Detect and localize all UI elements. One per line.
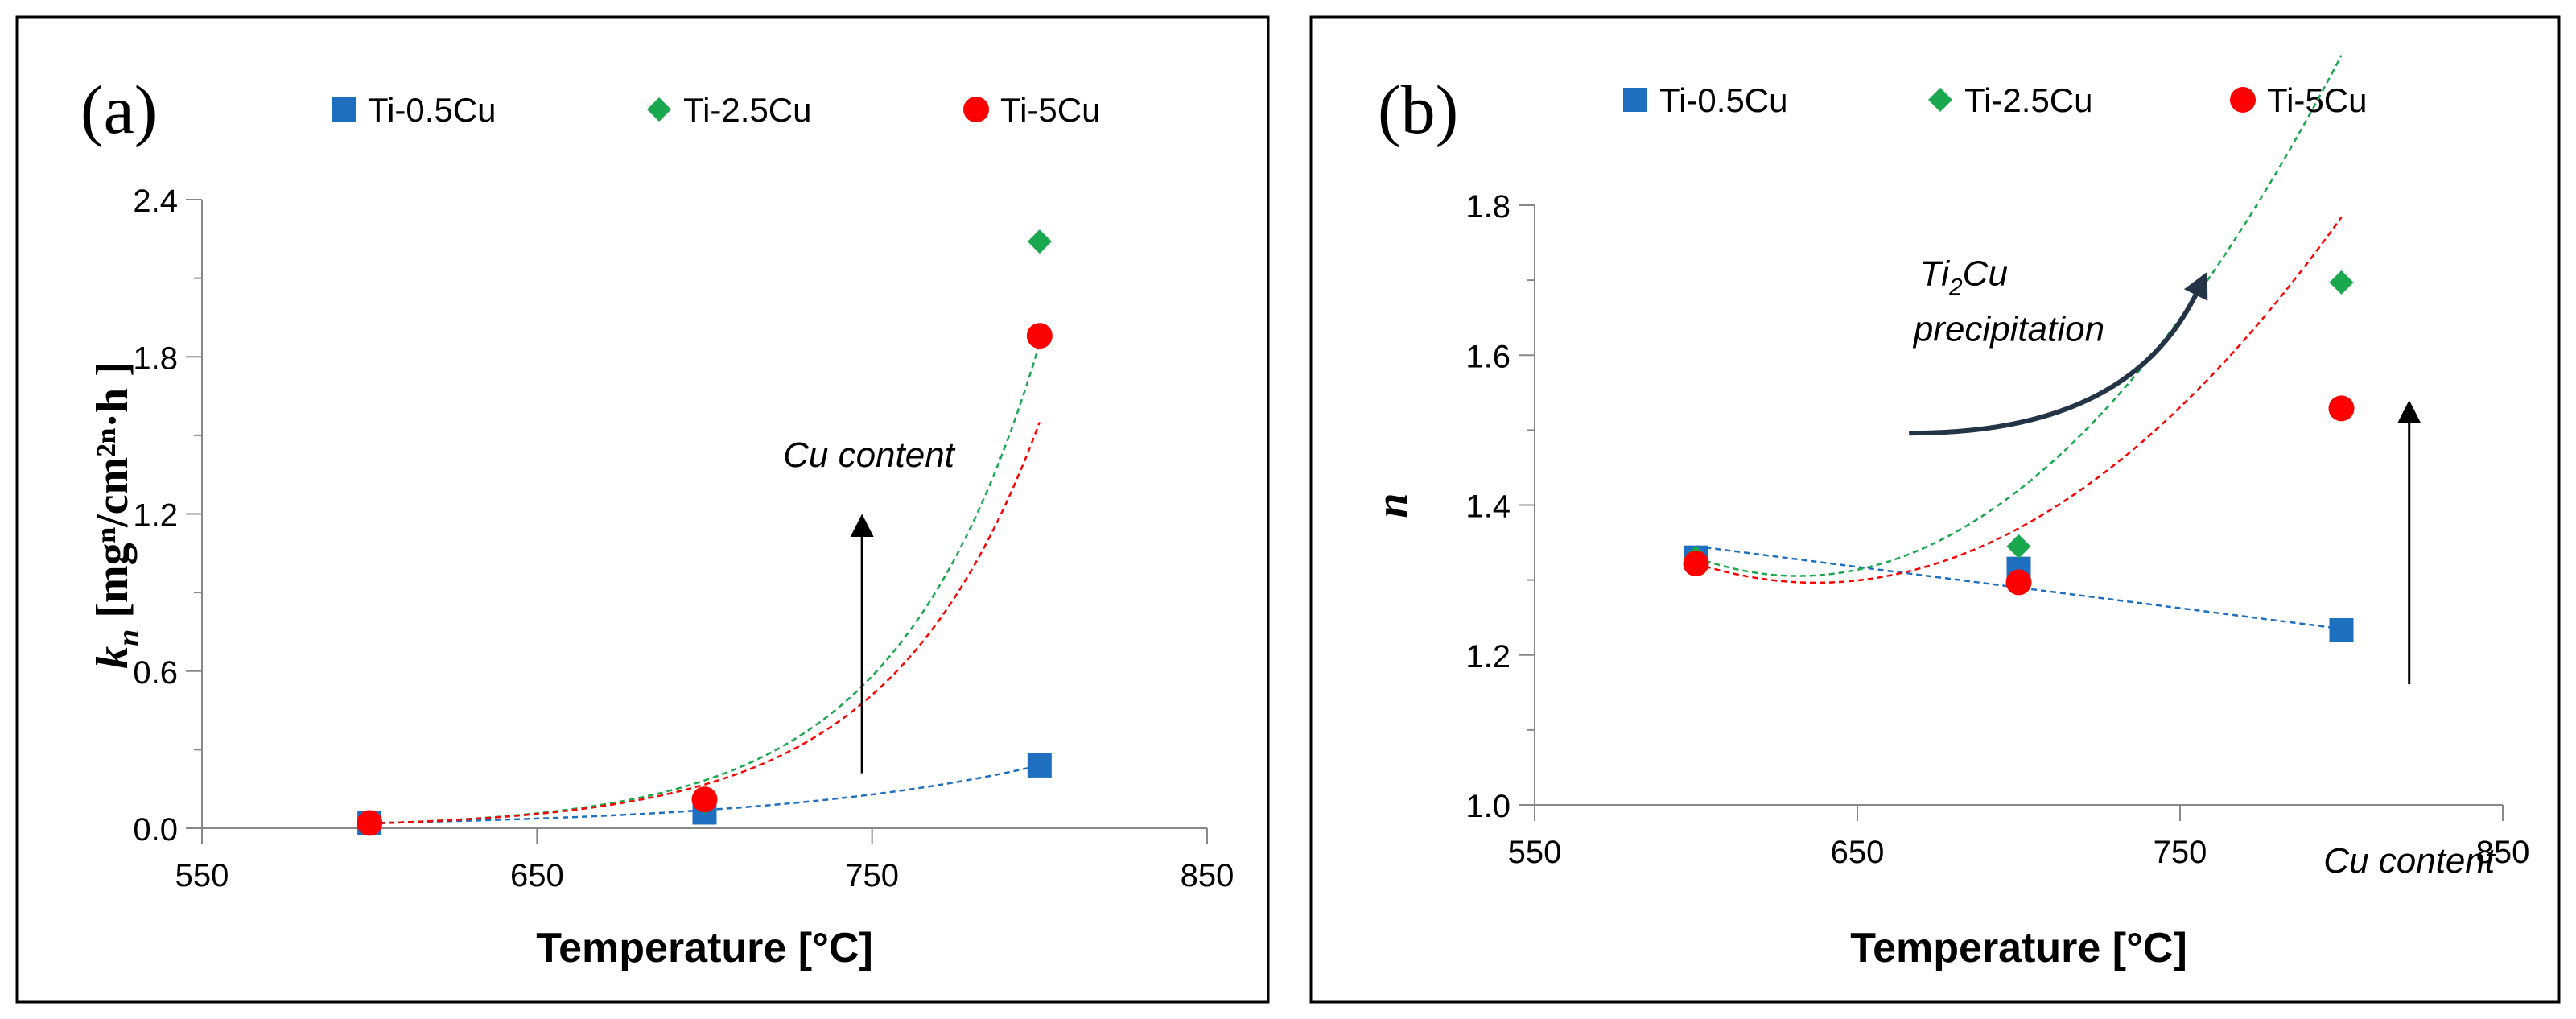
legend-item-ti-0-5cu: Ti-0.5Cu [332, 91, 497, 129]
legend-marker-diamond [1928, 88, 1952, 112]
legend-label: Ti-5Cu [1000, 91, 1100, 129]
trendline-ti-0-5cu [369, 764, 1041, 824]
data-point-ti-5cu [357, 810, 383, 836]
data-point-ti-5cu [691, 786, 718, 813]
y-tick-label: 1.2 [133, 498, 178, 534]
x-tick-label: 550 [1508, 835, 1562, 870]
legend-item-ti-2-5cu: Ti-2.5Cu [647, 91, 812, 129]
annotation-cu-content: Cu content [2323, 841, 2496, 881]
arrow-cu-content-head [2397, 400, 2421, 423]
legend-marker-circle [2230, 87, 2256, 113]
y-tick-label: 1.8 [1465, 189, 1511, 225]
legend-item-ti-2-5cu: Ti-2.5Cu [1928, 81, 2093, 119]
trendline-ti-0-5cu [1696, 545, 2342, 630]
annotation-precipitation: precipitation [1912, 310, 2104, 349]
legend-marker-square [1623, 88, 1647, 112]
x-axis-label: Temperature [°C] [1850, 925, 2187, 972]
y-tick-label: 1.8 [133, 340, 178, 376]
legend-label: Ti-2.5Cu [1964, 81, 2093, 119]
data-point-ti-0-5cu [2329, 618, 2354, 643]
ti2cu-cu: Cu [1963, 254, 2008, 294]
legend-label: Ti-5Cu [2267, 81, 2367, 119]
arrow-ti2cu-precipitation-curve [1909, 287, 2202, 436]
legend-item-ti-5cu: Ti-5Cu [963, 91, 1100, 129]
arrow-cu-content-head [850, 514, 874, 538]
y-label-units: [mgⁿ/cm²ⁿ·h ] [88, 361, 138, 629]
legend-marker-diamond [647, 97, 671, 122]
panel-a: (a) Ti-0.5Cu Ti-2.5Cu Ti-5Cu 0.0 0.6 1.2 1.8 2.4… [15, 15, 1270, 1004]
data-point-ti-2-5cu [2329, 270, 2354, 295]
x-tick-label: 650 [1831, 835, 1885, 870]
y-axis-label: n [1367, 493, 1417, 518]
data-point-ti-5cu [1026, 323, 1053, 349]
data-point-ti-5cu [1683, 551, 1709, 577]
legend-label: Ti-2.5Cu [683, 91, 812, 129]
data-point-ti-5cu [2328, 395, 2355, 422]
y-tick-label: 0.0 [133, 812, 178, 848]
y-tick-label: 0.6 [133, 655, 178, 691]
legend-item-ti-0-5cu: Ti-0.5Cu [1623, 81, 1788, 119]
x-tick-label: 750 [845, 858, 899, 893]
legend-label: Ti-0.5Cu [368, 91, 497, 129]
data-point-ti-0-5cu [1027, 753, 1052, 778]
trendline-ti-2-5cu [369, 343, 1041, 825]
y-tick-label: 2.4 [133, 184, 178, 219]
y-tick-label: 1.0 [1465, 789, 1511, 824]
y-tick-label: 1.2 [1465, 639, 1511, 675]
x-tick-label: 650 [510, 858, 564, 893]
legend-item-ti-5cu: Ti-5Cu [2230, 81, 2367, 119]
ti2cu-ti: Ti [1920, 254, 1950, 294]
trendline-ti-2-5cu [1696, 55, 2343, 577]
x-tick-label: 750 [2154, 835, 2207, 870]
data-point-ti-2-5cu [2006, 534, 2031, 559]
legend-marker-square [332, 97, 356, 122]
panel-b: (b) Ti-0.5Cu Ti-2.5Cu Ti-5Cu 1.0 1.2 1.4 1.6 1.8… [1309, 15, 2561, 1004]
arrow-ti2cu-precipitation-head [2183, 271, 2208, 301]
trendline-ti-5cu [1696, 217, 2343, 584]
y-label-n-sub: n [112, 629, 146, 646]
y-tick-label: 1.4 [1465, 489, 1511, 525]
data-point-ti-5cu [2005, 569, 2032, 596]
annotation-ti2cu: Ti2Cu [1920, 254, 2008, 301]
data-point-ti-2-5cu [1027, 229, 1052, 254]
trendline-ti-5cu [369, 422, 1041, 825]
x-axis-label: Temperature [°C] [536, 925, 873, 972]
x-tick-label: 850 [2476, 835, 2530, 870]
x-tick-label: 850 [1181, 858, 1234, 893]
panel-frame [15, 15, 1270, 1004]
legend-label: Ti-0.5Cu [1659, 81, 1788, 119]
annotation-cu-content: Cu content [783, 435, 956, 475]
ti2cu-sub: 2 [1948, 274, 1963, 301]
legend-marker-circle [963, 97, 989, 122]
x-tick-label: 550 [175, 858, 229, 893]
panel-label: (a) [80, 71, 157, 148]
panel-frame [1309, 15, 2561, 1004]
panel-label: (b) [1378, 71, 1458, 148]
y-axis-label: kn [mgⁿ/cm²ⁿ·h ] [88, 361, 146, 669]
y-label-k: k [88, 646, 138, 669]
y-tick-label: 1.6 [1465, 339, 1511, 374]
